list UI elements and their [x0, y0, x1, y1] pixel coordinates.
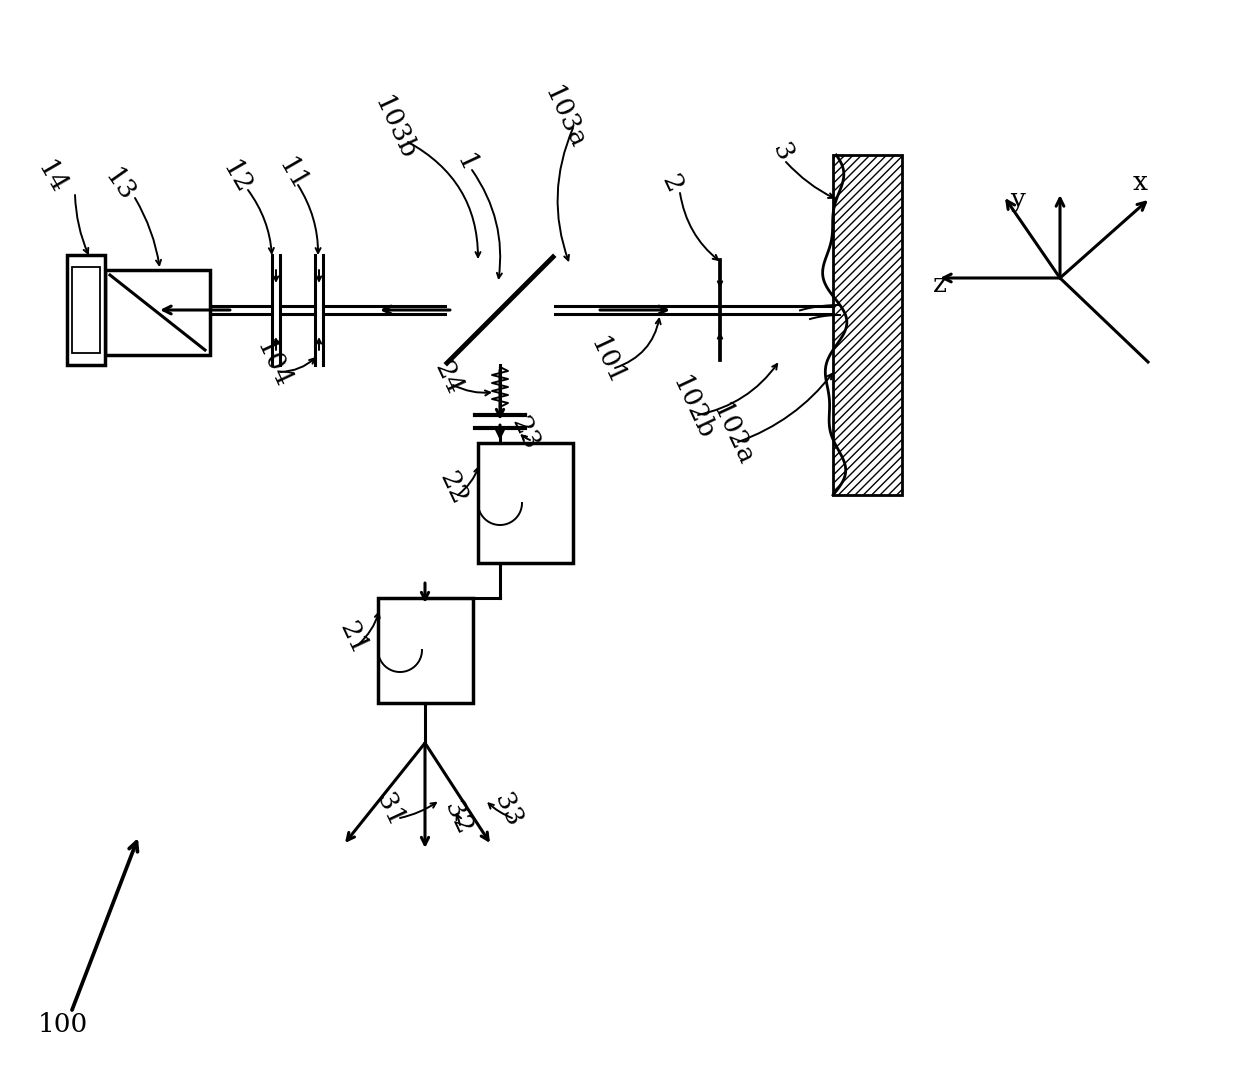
Text: 101: 101 [585, 334, 629, 391]
Text: 12: 12 [218, 157, 257, 199]
Text: 100: 100 [38, 1013, 88, 1038]
Text: 32: 32 [439, 797, 476, 839]
Text: 24: 24 [429, 357, 466, 398]
Text: 3: 3 [768, 139, 797, 165]
Text: 14: 14 [32, 158, 71, 199]
Bar [378, 598, 472, 703]
Text: 31: 31 [372, 790, 408, 831]
Text: z: z [932, 273, 947, 297]
Bar [105, 270, 210, 355]
Bar [833, 155, 901, 495]
Bar [72, 267, 100, 353]
Text: 22: 22 [434, 468, 471, 509]
Text: y: y [1011, 188, 1025, 212]
Text: 103b: 103b [370, 92, 420, 164]
Text: 21: 21 [335, 617, 372, 659]
Text: 23: 23 [506, 412, 543, 454]
Text: 103a: 103a [539, 83, 590, 153]
Text: 33: 33 [490, 790, 527, 831]
Text: 2: 2 [657, 170, 687, 196]
Bar [477, 443, 573, 563]
Text: 104: 104 [250, 337, 295, 393]
Text: x: x [1132, 171, 1147, 195]
Bar [67, 255, 105, 365]
Text: 13: 13 [100, 164, 140, 206]
Text: 102a: 102a [708, 400, 759, 470]
Text: 102b: 102b [667, 372, 718, 444]
Text: 1: 1 [451, 150, 481, 176]
Text: 11: 11 [274, 155, 312, 195]
